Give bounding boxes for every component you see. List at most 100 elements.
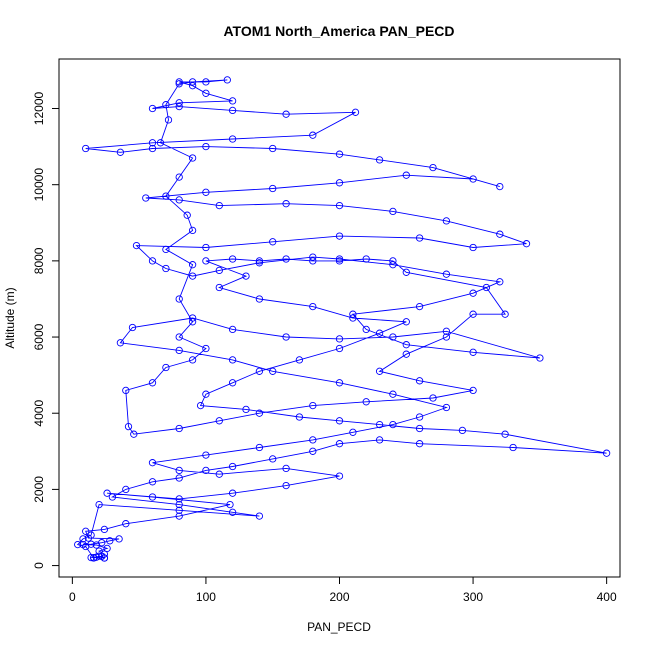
data-point [442,217,451,225]
series-layer [74,76,611,562]
data-point [103,489,111,497]
data-point [148,144,157,153]
data-point [442,327,451,335]
data-point [375,367,384,375]
data-point [226,500,234,509]
data-point [196,401,205,410]
data-point [351,108,360,116]
data-point [442,333,451,341]
data-point [175,99,183,107]
data-point [402,268,410,276]
y-tick-label: 2000 [32,476,46,503]
data-point [100,525,109,534]
data-point [79,535,87,543]
data-point [175,474,183,482]
y-tick-label: 10000 [32,168,46,202]
y-tick-label: 4000 [32,400,46,427]
data-point [349,310,357,318]
data-point [269,455,277,463]
data-point [188,356,197,364]
data-point [228,379,237,387]
data-point [509,443,517,452]
data-point [202,466,210,475]
data-point [202,142,210,151]
data-point [415,377,424,385]
data-point [175,295,183,303]
data-point [242,272,250,280]
data-point [442,270,451,278]
data-point [175,424,183,433]
data-point [309,447,317,455]
x-axis-label: PAN_PECD [307,620,371,634]
data-point [164,116,173,124]
data-point [282,481,290,490]
data-point [116,339,125,347]
plot-area-border [58,58,621,578]
data-point [255,259,264,267]
data-point [188,314,197,322]
data-point [389,207,397,216]
data-point [269,367,277,375]
data-point [335,440,344,448]
data-point [228,325,237,334]
data-point [501,310,509,318]
data-point [362,325,370,334]
data-point [202,451,210,459]
data-point [175,346,183,355]
data-point [124,422,133,431]
data-point [295,413,304,421]
data-point [335,344,344,353]
data-point [402,350,410,358]
chart-title: ATOM1 North_America PAN_PECD [223,23,454,39]
data-point [188,226,197,235]
data-point [128,323,137,332]
data-point [202,390,210,398]
data-point [215,283,223,292]
data-point [415,440,424,448]
data-point [335,150,344,158]
data-point [442,403,451,412]
data-point [148,478,157,486]
data-point [282,333,290,341]
data-point [309,302,317,311]
data-point [202,188,210,196]
data-point [100,554,109,562]
data-point [103,544,111,553]
data-point [175,196,183,204]
data-point [122,520,130,528]
data-point [255,512,264,520]
data-point [228,255,237,263]
data-point [162,245,170,254]
data-point [375,436,384,444]
data-point [228,462,237,471]
data-point [375,420,384,429]
data-point [188,272,197,280]
data-point [142,194,150,202]
data-point [98,539,106,547]
data-point [389,261,397,269]
data-point [375,156,384,164]
data-point [501,430,509,438]
data-point [309,401,317,410]
data-point [188,82,197,90]
data-point [175,466,183,475]
data-point [122,485,130,494]
data-point [202,243,210,252]
data-point [202,89,210,97]
data-point [215,470,223,478]
data-point [188,261,197,269]
data-point [175,506,183,514]
data-point [202,257,210,265]
y-tick-label: 12000 [32,92,46,126]
data-point [175,495,183,503]
data-point [255,443,264,452]
data-point [162,192,170,200]
data-point [215,201,223,210]
data-point [188,154,197,162]
data-point [175,333,183,341]
data-point [130,430,138,438]
data-point [335,335,344,343]
data-point [496,182,504,191]
data-point [228,97,237,105]
data-point [269,238,277,246]
